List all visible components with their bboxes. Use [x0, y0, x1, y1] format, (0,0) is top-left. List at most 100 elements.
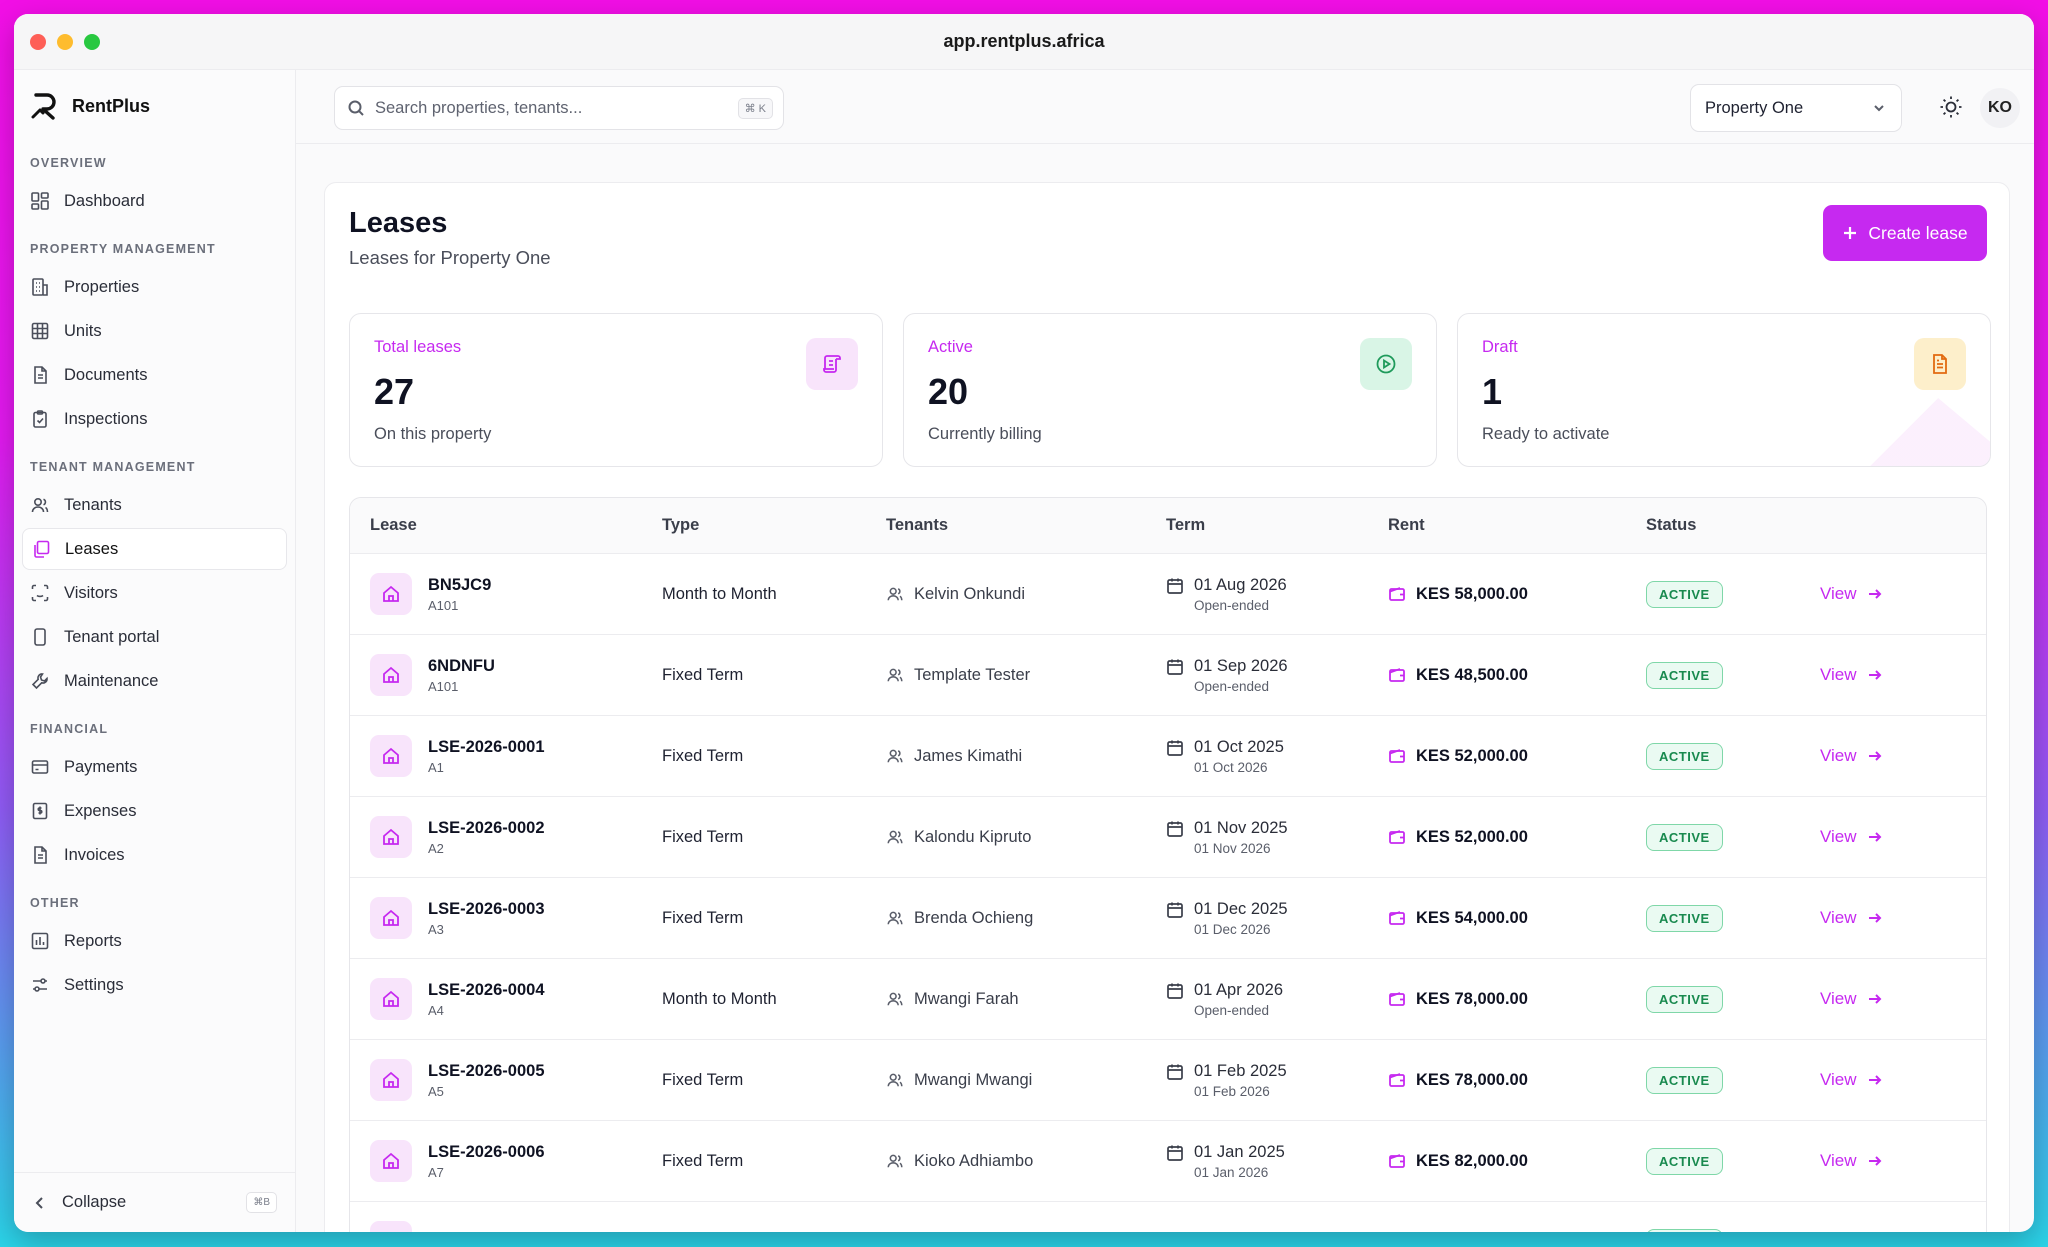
dashboard-icon	[31, 192, 49, 210]
nav-group-overview: OVERVIEW	[30, 156, 107, 170]
users-icon	[887, 992, 903, 1006]
table-row[interactable]: LSE-2026-0003 A3 Fixed Term Brenda Ochie…	[350, 878, 1986, 959]
close-window-button[interactable]	[30, 34, 46, 50]
term-end: Open-ended	[1194, 1002, 1270, 1018]
chevron-left-icon	[35, 1196, 43, 1209]
sidebar-item-label: Settings	[64, 975, 124, 994]
view-label: View	[1820, 584, 1857, 603]
wallet-icon	[1389, 830, 1405, 844]
maximize-window-button[interactable]	[84, 34, 100, 50]
url-text: app.rentplus.africa	[943, 31, 1105, 51]
sidebar-item-label: Inspections	[64, 409, 148, 428]
view-label: View	[1820, 908, 1857, 927]
view-label: View	[1820, 989, 1857, 1008]
sidebar-item-documents[interactable]: Documents	[22, 354, 287, 396]
lease-unit: A101	[428, 597, 459, 613]
users-icon	[887, 1073, 903, 1087]
view-lease-link[interactable]: View	[1820, 1151, 1986, 1171]
term-end: 01 Oct 2026	[1194, 759, 1268, 775]
theme-toggle-button[interactable]	[1938, 94, 1966, 122]
header-tenants[interactable]: Tenants	[886, 516, 949, 534]
play-circle-icon	[1360, 338, 1412, 390]
sidebar-item-tenants[interactable]: Tenants	[22, 484, 287, 526]
minimize-window-button[interactable]	[57, 34, 73, 50]
sidebar-item-tenant-portal[interactable]: Tenant portal	[22, 616, 287, 658]
header-rent[interactable]: Rent	[1388, 516, 1425, 534]
term-start: 01 Oct 2025	[1194, 737, 1284, 756]
sidebar-item-invoices[interactable]: Invoices	[22, 834, 287, 876]
view-lease-link[interactable]: View	[1820, 908, 1986, 928]
header-status[interactable]: Status	[1646, 516, 1697, 534]
sidebar-item-properties[interactable]: Properties	[22, 266, 287, 308]
table-row[interactable]: LSE-2026-0004 A4 Month to Month Mwangi F…	[350, 959, 1986, 1040]
sidebar-item-expenses[interactable]: Expenses	[22, 790, 287, 832]
table-row[interactable]: LSE-2026-0006 A7 Fixed Term Kioko Adhiam…	[350, 1121, 1986, 1202]
scan-face-icon	[31, 584, 49, 602]
view-lease-link[interactable]: View	[1820, 665, 1986, 685]
search-input[interactable]	[375, 98, 728, 118]
wallet-icon	[1389, 587, 1405, 601]
view-lease-link[interactable]: View	[1820, 1070, 1986, 1090]
sidebar-item-visitors[interactable]: Visitors	[22, 572, 287, 614]
view-lease-link[interactable]: View	[1820, 746, 1986, 766]
term-end: Open-ended	[1194, 678, 1270, 694]
home-icon	[370, 816, 412, 858]
lease-code: LSE-2026-0002	[428, 818, 545, 837]
tenant-cell: Mwangi Mwangi	[886, 1071, 1166, 1090]
tenant-name: Kioko Adhiambo	[914, 1151, 1034, 1170]
table-row[interactable]: 6NDNFU A101 Fixed Term Template Tester 0…	[350, 635, 1986, 716]
rent-cell: KES 54,000.00	[1388, 909, 1646, 928]
rent-amount: KES 52,000.00	[1416, 746, 1528, 765]
table-row[interactable]: LSE-2026-0007 Fixed Term Wafula Odhiambo…	[350, 1202, 1986, 1232]
lease-unit: A5	[428, 1083, 444, 1099]
status-badge: ACTIVE	[1646, 1228, 1723, 1232]
scroll-icon	[806, 338, 858, 390]
sidebar-item-label: Expenses	[64, 801, 137, 820]
rent-amount: KES 48,500.00	[1416, 665, 1528, 684]
sidebar-item-reports[interactable]: Reports	[22, 920, 287, 962]
table-row[interactable]: LSE-2026-0001 A1 Fixed Term James Kimath…	[350, 716, 1986, 797]
arrow-right-icon	[1868, 994, 1881, 1004]
home-icon	[370, 654, 412, 696]
sidebar-item-dashboard[interactable]: Dashboard	[22, 180, 287, 222]
receipt-icon	[32, 802, 48, 820]
brand-name: RentPlus	[72, 95, 151, 116]
user-avatar[interactable]: KO	[1980, 88, 2020, 128]
table-row[interactable]: LSE-2026-0005 A5 Fixed Term Mwangi Mwang…	[350, 1040, 1986, 1121]
sidebar-item-leases[interactable]: Leases	[22, 528, 287, 570]
sidebar-item-label: Documents	[64, 365, 148, 384]
stat-card-active: Active 20 Currently billing	[903, 313, 1437, 467]
term-end: 01 Jan 2026	[1194, 1164, 1269, 1180]
view-lease-link[interactable]: View	[1820, 827, 1986, 847]
sidebar-item-payments[interactable]: Payments	[22, 746, 287, 788]
sun-icon	[1940, 96, 1962, 118]
arrow-right-icon	[1868, 589, 1881, 599]
rent-amount: KES 78,000.00	[1416, 989, 1528, 1008]
collapse-sidebar-button[interactable]: Collapse ⌘B	[14, 1172, 295, 1232]
tenant-name: Kalondu Kipruto	[914, 827, 1032, 846]
property-select-value: Property One	[1705, 98, 1804, 117]
calendar-icon	[1167, 1145, 1183, 1161]
header-type[interactable]: Type	[662, 516, 700, 534]
create-lease-button[interactable]: Create lease	[1823, 205, 1987, 261]
sidebar-item-inspections[interactable]: Inspections	[22, 398, 287, 440]
brand[interactable]: RentPlus	[14, 70, 295, 142]
property-select[interactable]: Property One	[1690, 84, 1902, 132]
rent-amount: KES 82,000.00	[1416, 1151, 1528, 1170]
view-lease-link[interactable]: View	[1820, 584, 1986, 604]
search-shortcut: ⌘ K	[737, 97, 773, 119]
table-row[interactable]: BN5JC9 A101 Month to Month Kelvin Onkund…	[350, 554, 1986, 635]
status-badge: ACTIVE	[1646, 661, 1723, 689]
sidebar-item-units[interactable]: Units	[22, 310, 287, 352]
header-lease[interactable]: Lease	[370, 516, 417, 534]
sidebar-item-maintenance[interactable]: Maintenance	[22, 660, 287, 702]
sidebar-item-settings[interactable]: Settings	[22, 964, 287, 1006]
table-row[interactable]: LSE-2026-0002 A2 Fixed Term Kalondu Kipr…	[350, 797, 1986, 878]
lease-unit: A3	[428, 921, 444, 937]
view-lease-link[interactable]: View	[1820, 989, 1986, 1009]
term-start: 01 Feb 2025	[1194, 1061, 1287, 1080]
header-term[interactable]: Term	[1166, 516, 1206, 534]
lease-type: Fixed Term	[662, 1151, 744, 1170]
search-box[interactable]: ⌘ K	[334, 86, 784, 130]
main-content: Leases Leases for Property One Create le…	[324, 182, 2010, 1232]
